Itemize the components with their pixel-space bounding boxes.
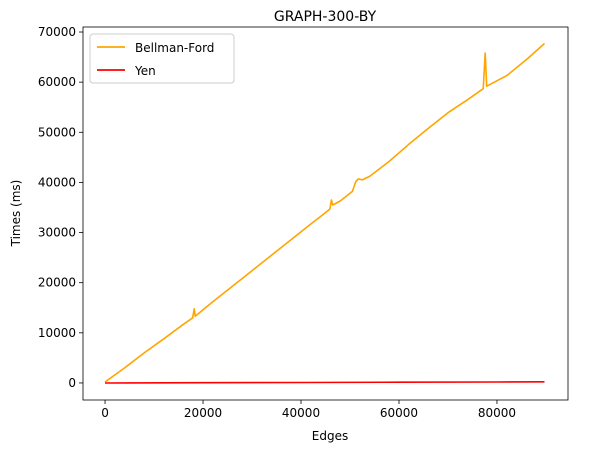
plot-frame [82,26,569,401]
y-tick-label: 40000 [38,175,76,189]
chart-title: GRAPH-300-BY [274,9,377,25]
y-tick-label: 20000 [38,276,76,290]
x-axis-label: Edges [312,429,348,443]
y-tick-label: 50000 [38,125,76,139]
y-tick-label: 10000 [38,326,76,340]
x-tick-label: 0 [101,406,109,420]
y-tick-label: 60000 [38,75,76,89]
y-tick-label: 0 [68,376,76,390]
legend-label-bellman-ford: Bellman-Ford [135,41,214,55]
y-tick-label: 30000 [38,226,76,240]
legend-label-yen: Yen [134,64,156,78]
x-tick-label: 60000 [380,406,418,420]
x-tick-label: 40000 [282,406,320,420]
legend-frame [89,33,235,84]
series-line-yen [104,380,545,384]
legend: Bellman-Ford Yen [89,33,235,84]
x-tick-label: 80000 [478,406,516,420]
y-axis: 0 10000 20000 30000 40000 50000 60000 70000 [38,25,83,390]
x-axis: 0 20000 40000 60000 80000 [101,400,516,420]
series-layer [104,42,546,384]
y-axis-label: Times (ms) [9,180,23,248]
y-tick-label: 70000 [38,25,76,39]
series-line-bellman-ford [104,42,546,383]
x-tick-label: 20000 [184,406,222,420]
